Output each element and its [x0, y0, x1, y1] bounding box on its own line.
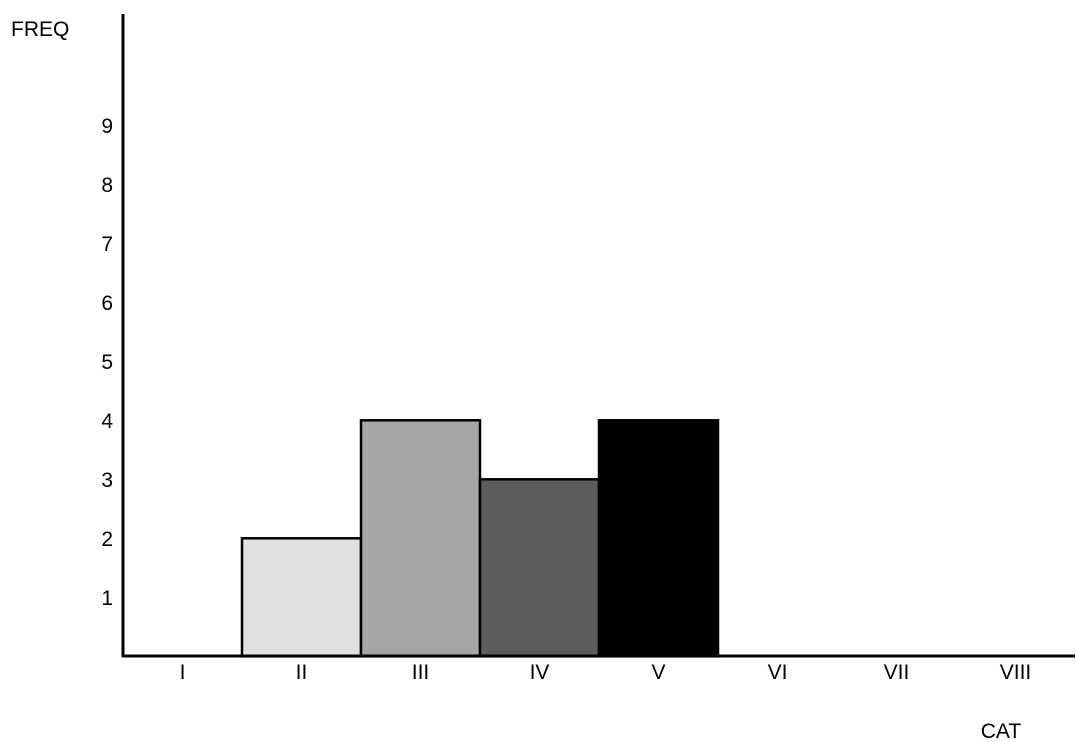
x-tick-label: I	[180, 661, 186, 684]
bars-group	[240, 419, 720, 658]
x-tick-label: VIII	[1000, 661, 1032, 684]
bar-IV	[478, 478, 601, 658]
x-tick-label: II	[296, 661, 308, 684]
x-tick-labels: I II III IV V VI VII VIII	[180, 661, 1032, 684]
x-tick-label: III	[412, 661, 430, 684]
x-axis-title: CAT	[981, 720, 1022, 742]
bar-V	[597, 419, 720, 658]
y-tick-label: 4	[101, 410, 113, 433]
y-tick-label: 1	[101, 587, 113, 610]
bar-II	[240, 537, 363, 658]
x-tick-label: V	[651, 661, 665, 684]
y-tick-label: 5	[101, 351, 113, 374]
y-tick-label: 9	[101, 115, 113, 138]
y-tick-label: 2	[101, 528, 113, 551]
bar-III	[359, 419, 482, 658]
y-tick-label: 8	[101, 174, 113, 197]
y-tick-labels: 1 2 3 4 5 6 7 8 9	[101, 115, 113, 610]
x-tick-label: IV	[530, 661, 550, 684]
x-tick-label: VI	[768, 661, 788, 684]
y-axis-title: FREQ	[11, 18, 69, 41]
y-tick-label: 6	[101, 292, 113, 315]
y-tick-label: 3	[101, 469, 113, 492]
x-tick-label: VII	[884, 661, 910, 684]
y-tick-label: 7	[101, 233, 113, 256]
